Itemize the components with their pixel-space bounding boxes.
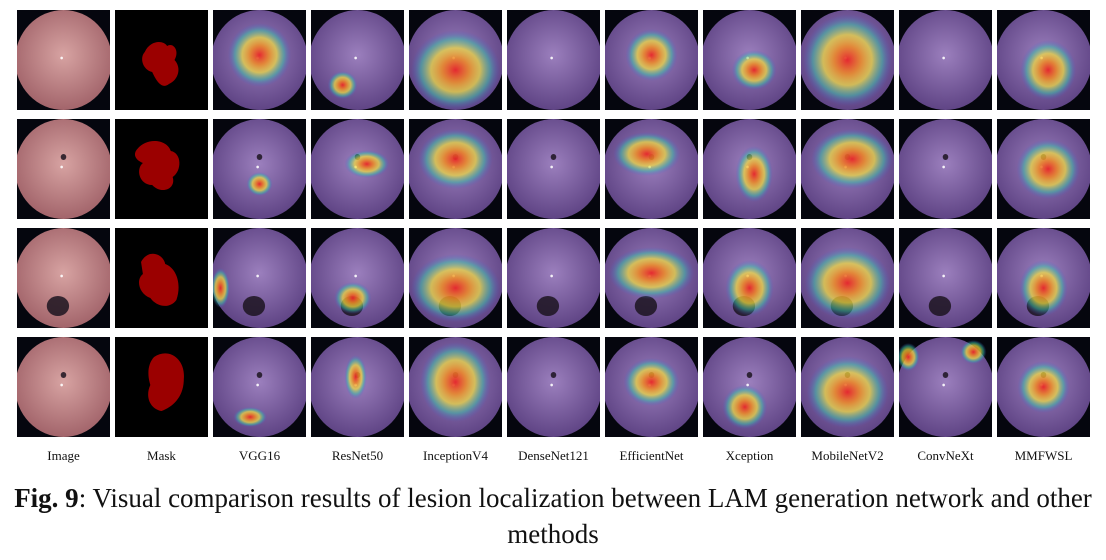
thumbnail-cam — [409, 337, 502, 437]
thumbnail-mask — [115, 228, 208, 328]
thumbnail-cam — [213, 10, 306, 110]
thumbnail-mask — [115, 119, 208, 219]
thumbnail-cam — [409, 119, 502, 219]
column-label: MobileNetV2 — [811, 448, 884, 463]
column-labels: Image Mask VGG16 ResNet50 InceptionV4 DenseNe… — [17, 448, 1089, 468]
thumbnail-cam — [409, 10, 502, 110]
thumbnail-cam — [899, 337, 992, 437]
lesion-mask — [142, 42, 179, 86]
thumbnail-cam — [801, 119, 894, 219]
column-label: ResNet50 — [331, 448, 384, 463]
thumbnail-cam — [997, 119, 1090, 219]
thumbnail-cam — [213, 228, 306, 328]
thumbnail-cam — [507, 228, 600, 328]
thumbnail-cam — [997, 228, 1090, 328]
thumbnail-image — [17, 10, 110, 110]
thumbnail-cam — [703, 337, 796, 437]
thumbnail-cam — [507, 10, 600, 110]
column-label: ConvNeXt — [917, 448, 974, 463]
thumbnail-cam — [507, 119, 600, 219]
thumbnail-image — [17, 228, 110, 328]
figure-caption: Fig. 9: Visual comparison results of les… — [0, 480, 1106, 552]
column-label: InceptionV4 — [423, 448, 488, 463]
thumbnail-cam — [801, 337, 894, 437]
thumbnail-cam — [801, 228, 894, 328]
thumbnail-cam — [507, 337, 600, 437]
thumbnail-cam — [703, 228, 796, 328]
thumbnail-cam — [311, 228, 404, 328]
thumbnail-cam — [409, 228, 502, 328]
caption-text: : Visual comparison results of lesion lo… — [78, 483, 1092, 549]
thumbnail-image — [17, 337, 110, 437]
column-label: EfficientNet — [619, 448, 684, 463]
thumbnail-cam — [213, 337, 306, 437]
figure-grid — [17, 10, 1090, 438]
column-label: MMFWSL — [1014, 448, 1073, 463]
thumbnail-cam — [899, 228, 992, 328]
thumbnail-cam — [213, 119, 306, 219]
column-label: DenseNet121 — [518, 448, 589, 463]
lesion-mask — [139, 253, 179, 306]
thumbnail-cam — [997, 337, 1090, 437]
column-label: Mask — [147, 448, 176, 463]
thumbnail-cam — [605, 10, 698, 110]
thumbnail-cam — [311, 337, 404, 437]
thumbnail-cam — [899, 119, 992, 219]
column-label: Xception — [725, 448, 774, 463]
thumbnail-cam — [997, 10, 1090, 110]
thumbnail-cam — [311, 119, 404, 219]
thumbnail-cam — [899, 10, 992, 110]
thumbnail-cam — [703, 119, 796, 219]
thumbnail-cam — [801, 10, 894, 110]
thumbnail-mask — [115, 337, 208, 437]
lesion-mask — [148, 353, 184, 411]
thumbnail-image — [17, 119, 110, 219]
figure-label: Fig. 9 — [14, 483, 79, 513]
column-label: VGG16 — [238, 448, 281, 463]
lesion-mask — [134, 140, 180, 191]
thumbnail-mask — [115, 10, 208, 110]
thumbnail-cam — [703, 10, 796, 110]
thumbnail-cam — [311, 10, 404, 110]
thumbnail-cam — [605, 337, 698, 437]
thumbnail-cam — [605, 228, 698, 328]
thumbnail-cam — [605, 119, 698, 219]
column-label: Image — [47, 448, 80, 463]
